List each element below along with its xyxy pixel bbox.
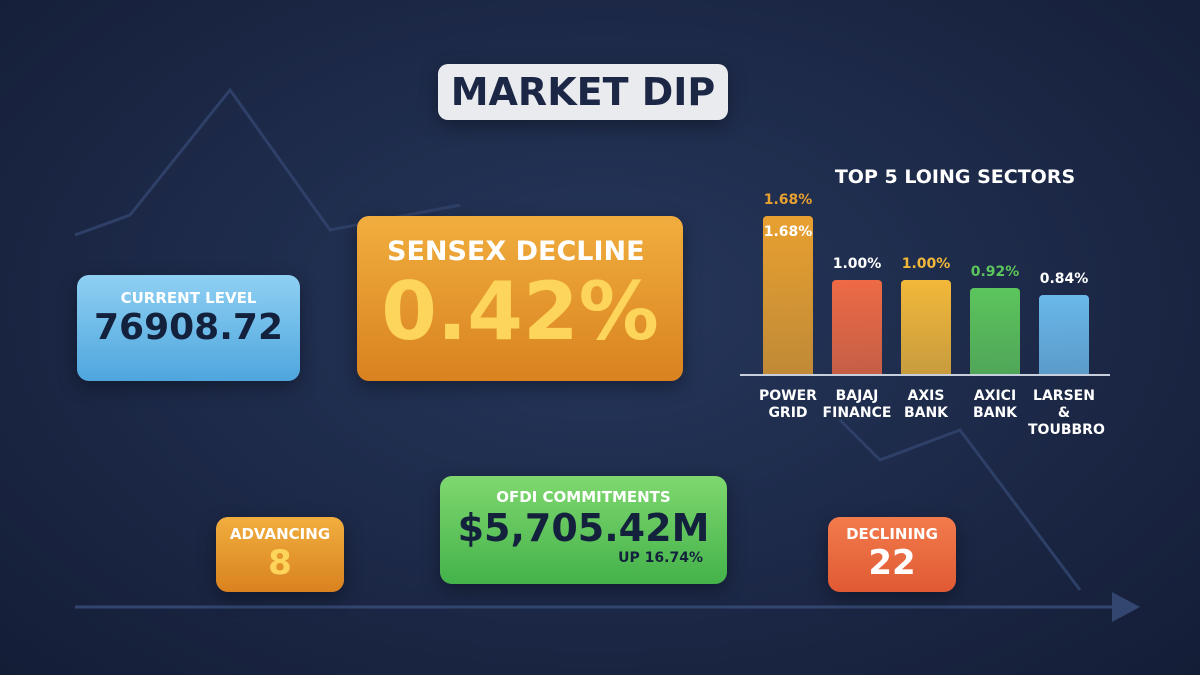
sensex-card: SENSEX DECLINE 0.42% <box>357 216 683 381</box>
x-tick-label: BAJAJ FINANCE <box>822 388 892 421</box>
card-value: 0.42% <box>381 265 659 358</box>
x-tick-label: POWER GRID <box>759 388 817 421</box>
value-label: 1.68% <box>763 224 813 241</box>
x-tick-label: AXIS BANK <box>903 388 949 421</box>
card-value: $5,705.42M <box>457 506 710 550</box>
card-value: 76908.72 <box>93 307 284 348</box>
x-axis <box>740 374 1110 376</box>
title: MARKET DIP <box>438 64 728 120</box>
value-label: 1.00% <box>901 256 951 272</box>
x-tick-label: AXICI BANK <box>972 388 1018 421</box>
value-label: 0.84% <box>1039 271 1089 288</box>
advancing-card: ADVANCING 8 <box>216 517 344 592</box>
ofdi-card: OFDI COMMITMENTS $5,705.42M UP 16.74% <box>440 476 727 584</box>
declining-card: DECLINING 22 <box>828 517 956 592</box>
value-label: 1.00% <box>832 256 882 272</box>
bar <box>970 287 1020 374</box>
chart-title: TOP 5 LOING SECTORS <box>834 166 1076 188</box>
card-label: SENSEX DECLINE <box>387 236 645 267</box>
value-label: 0.92% <box>970 263 1020 280</box>
bar <box>763 216 813 374</box>
decor-line <box>74 87 461 237</box>
card-change: UP 16.74% <box>618 550 703 566</box>
card-label: OFDI COMMITMENTS <box>496 488 671 506</box>
card-label: DECLINING <box>846 525 938 543</box>
card-label: ADVANCING <box>229 525 331 543</box>
x-tick-label: LARSEN & TOUBBRO <box>1028 388 1105 438</box>
decor-line <box>838 418 1082 591</box>
bar-chart: TOP 5 LOING SECTORS 1.68% 1.68% POWER GRID… <box>740 150 1120 450</box>
decor-arrowhead <box>1112 592 1140 622</box>
bar <box>901 280 951 374</box>
card-label: CURRENT LEVEL <box>120 289 257 307</box>
value-label: 1.68% <box>763 192 813 209</box>
bar <box>1039 295 1089 374</box>
bar <box>832 280 882 374</box>
current-level-card: CURRENT LEVEL 76908.72 <box>77 275 300 381</box>
card-value: 8 <box>268 543 292 583</box>
card-value: 22 <box>868 543 916 583</box>
